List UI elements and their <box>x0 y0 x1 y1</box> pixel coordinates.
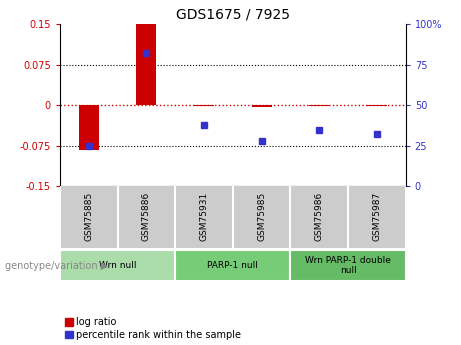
Text: GSM75931: GSM75931 <box>200 191 208 240</box>
Bar <box>309 105 329 106</box>
Text: PARP-1 null: PARP-1 null <box>207 261 258 270</box>
Text: GSM75985: GSM75985 <box>257 191 266 240</box>
Text: GSM75885: GSM75885 <box>84 191 93 240</box>
Text: GSM75986: GSM75986 <box>315 191 324 240</box>
Bar <box>194 105 214 106</box>
Text: Wrn null: Wrn null <box>99 261 136 270</box>
Bar <box>79 105 99 149</box>
Bar <box>367 105 387 106</box>
Bar <box>60 250 175 281</box>
Bar <box>252 105 272 107</box>
Bar <box>175 250 290 281</box>
Legend: log ratio, percentile rank within the sample: log ratio, percentile rank within the sa… <box>65 317 242 340</box>
Title: GDS1675 / 7925: GDS1675 / 7925 <box>176 8 290 22</box>
Text: GSM75886: GSM75886 <box>142 191 151 240</box>
Bar <box>290 250 406 281</box>
Bar <box>136 24 156 105</box>
Text: GSM75987: GSM75987 <box>372 191 381 240</box>
Text: Wrn PARP-1 double
null: Wrn PARP-1 double null <box>305 256 391 275</box>
Text: genotype/variation ▶: genotype/variation ▶ <box>5 261 108 270</box>
